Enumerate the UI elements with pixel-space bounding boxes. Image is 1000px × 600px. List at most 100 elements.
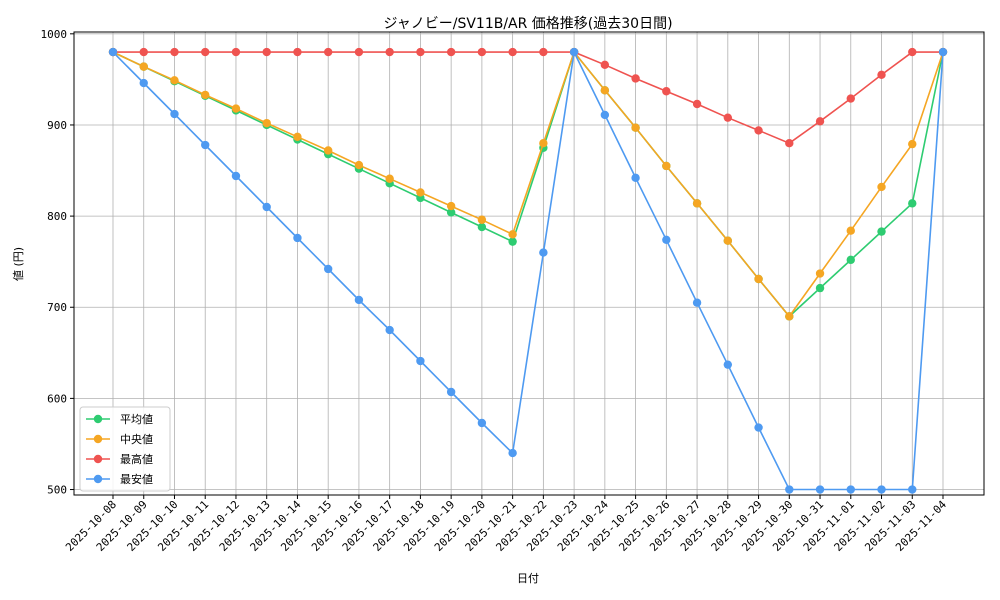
legend-label: 最安値	[120, 472, 153, 486]
data-point	[600, 60, 610, 70]
data-point	[231, 171, 241, 181]
data-point	[262, 47, 271, 57]
data-point	[662, 87, 671, 96]
data-point	[323, 146, 333, 155]
data-point	[692, 99, 702, 109]
data-point	[877, 227, 886, 236]
data-point	[877, 70, 886, 80]
data-point	[416, 188, 425, 197]
data-point	[170, 76, 179, 85]
data-point	[754, 423, 763, 432]
data-point	[231, 47, 241, 57]
data-point	[354, 295, 364, 305]
data-point	[938, 47, 948, 57]
series-line	[113, 51, 943, 145]
data-point	[323, 47, 333, 57]
data-point	[416, 47, 425, 57]
data-point	[785, 312, 794, 321]
data-point	[477, 47, 487, 57]
legend-box	[79, 406, 171, 492]
y-axis-label: 値 (円)	[12, 247, 25, 281]
data-point	[631, 123, 640, 132]
data-point	[539, 138, 548, 148]
data-point	[354, 47, 364, 57]
data-point	[815, 485, 825, 494]
data-point	[846, 485, 855, 494]
data-point	[446, 201, 456, 211]
legend-swatch-marker	[93, 454, 103, 464]
data-point	[600, 110, 610, 120]
data-point	[815, 269, 825, 278]
data-point	[508, 47, 517, 57]
y-axis: 500 600 700 800 900 1000	[41, 28, 74, 497]
data-point	[385, 174, 394, 183]
data-point	[354, 160, 364, 170]
y-tick-label: 1000	[41, 28, 68, 41]
data-point	[846, 226, 855, 235]
data-point	[846, 94, 855, 103]
data-point	[139, 78, 148, 88]
y-tick-label: 500	[47, 484, 67, 497]
x-axis-label: 日付	[517, 572, 539, 585]
data-point	[201, 140, 210, 150]
legend-swatch-marker	[93, 414, 103, 424]
data-point	[662, 161, 671, 171]
data-point	[201, 90, 210, 100]
legend-label: 中央値	[120, 433, 153, 446]
data-point	[877, 182, 886, 192]
data-point	[631, 74, 640, 83]
data-point	[785, 138, 794, 148]
data-point	[323, 264, 333, 274]
y-tick-label: 900	[47, 119, 67, 132]
data-point	[446, 387, 456, 397]
data-point	[723, 113, 733, 122]
legend-swatch-marker	[93, 434, 103, 444]
data-point	[692, 298, 702, 307]
legend-swatch-marker	[93, 474, 103, 484]
data-point	[108, 47, 118, 57]
series-line	[112, 50, 944, 318]
series-layer	[108, 47, 948, 494]
data-point	[170, 109, 179, 119]
data-point	[539, 248, 548, 257]
chart-title: ジャノビー/SV11B/AR 価格推移(過去30日間)	[383, 16, 672, 32]
data-point	[569, 47, 579, 57]
data-point	[139, 47, 148, 57]
data-point	[508, 237, 517, 246]
data-point	[785, 485, 794, 494]
data-point	[908, 47, 917, 57]
series-最高値	[108, 47, 948, 148]
data-point	[815, 283, 825, 293]
data-point	[477, 418, 487, 428]
data-point	[170, 47, 179, 57]
legend-label: 平均値	[120, 413, 153, 426]
y-tick-label: 600	[47, 392, 67, 405]
data-point	[201, 47, 210, 57]
data-point	[446, 47, 456, 57]
data-point	[754, 126, 763, 135]
data-point	[908, 139, 917, 149]
data-point	[539, 47, 548, 57]
plot-frame	[73, 31, 985, 496]
data-point	[662, 235, 671, 245]
grid-lines	[74, 32, 984, 495]
data-point	[446, 208, 456, 217]
data-point	[293, 132, 302, 142]
data-point	[877, 485, 886, 494]
data-point	[262, 202, 271, 212]
data-point	[723, 360, 733, 369]
data-point	[293, 233, 302, 243]
data-point	[231, 104, 241, 113]
data-point	[385, 47, 394, 57]
legend-label: 最高値	[120, 452, 153, 466]
data-point	[508, 230, 517, 239]
data-point	[631, 173, 640, 183]
series-中央値	[108, 47, 948, 321]
data-point	[815, 117, 825, 126]
data-point	[416, 356, 425, 366]
data-point	[692, 199, 702, 208]
data-point	[723, 236, 733, 245]
data-point	[385, 325, 394, 335]
